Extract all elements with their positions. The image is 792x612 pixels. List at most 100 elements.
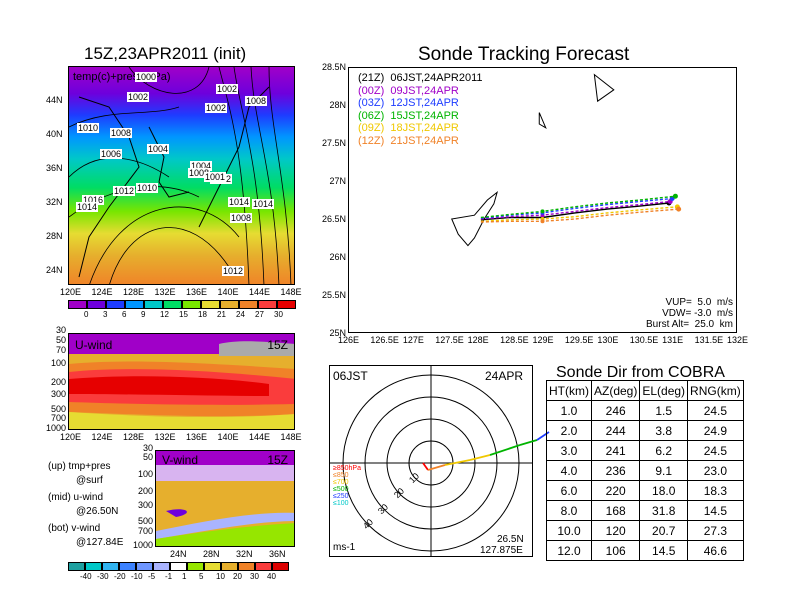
polar-time: 06JST: [333, 369, 368, 383]
map-colorbar-swatch: [220, 300, 239, 309]
v-wind-pressure-label: 1000: [132, 540, 153, 550]
polar-plot: [329, 365, 533, 557]
polar-legend-entry: ≤500: [333, 486, 349, 493]
table-cell: 3.8: [639, 420, 689, 441]
table-cell: 14.5: [639, 540, 689, 561]
map-colorbar-swatch: [144, 300, 163, 309]
isobar-label: 1006: [100, 149, 123, 159]
polar-legend-entry: ≤850: [333, 472, 349, 479]
isobar-label: 1016: [82, 195, 105, 205]
map-colorbar-swatch: [201, 300, 220, 309]
map-lon-label: 128E: [123, 287, 145, 297]
table-cell: 8.0: [546, 500, 592, 521]
u-wind-pressure-label: 700: [50, 413, 66, 423]
v-wind-pressure-label: 300: [137, 500, 153, 510]
table-row: 2.0 244 3.8 24.9: [546, 420, 744, 441]
map-lon-label: 132E: [154, 287, 176, 297]
tracking-param: Burst Alt= 25.0 km: [646, 319, 733, 330]
u-wind-pressure-label: 70: [55, 345, 66, 355]
v-wind-cross-section: V-wind 15Z: [155, 450, 295, 547]
tracking-legend-entry: (06Z) 15JST,24APR: [358, 109, 459, 122]
map-lon-label: 140E: [217, 287, 239, 297]
table-cell: 6.0: [546, 480, 592, 501]
u-wind-pressure-label: 1000: [45, 423, 66, 433]
map-lat-label: 24N: [46, 265, 63, 275]
u-wind-pressure-label: 30: [55, 325, 66, 335]
polar-legend-entry: ≤100: [333, 500, 349, 507]
map-colorbar-tick: 3: [103, 310, 108, 319]
isobar-label: 1008: [188, 168, 211, 178]
v-colorbar-tick: -1: [165, 572, 173, 581]
tracking-lat-label: 26.5N: [321, 214, 346, 224]
map-lon-label: 148E: [280, 287, 302, 297]
v-colorbar-swatch: [85, 562, 102, 571]
table-cell: 1.5: [639, 400, 689, 421]
tracking-legend-entry: (00Z) 09JST,24APR: [358, 84, 459, 97]
map-colorbar-swatch: [182, 300, 201, 309]
map-colorbar-tick: 15: [179, 310, 188, 319]
map-colorbar-swatch: [68, 300, 87, 309]
v-colorbar-swatch: [102, 562, 119, 571]
table-header-cell: HT(km): [546, 380, 592, 401]
v-wind-pressure-label: 500: [137, 516, 153, 526]
table-cell: 1.0: [546, 400, 592, 421]
v-wind-field: [156, 451, 294, 546]
polar-date: 24APR: [485, 369, 524, 383]
table-row: 3.0 241 6.2 24.5: [546, 440, 744, 461]
table-cell: 120: [590, 520, 641, 541]
isobar-label: 1004: [190, 161, 213, 171]
map-lat-label: 32N: [46, 197, 63, 207]
v-colorbar-tick: -10: [131, 572, 143, 581]
note-up-2: @surf: [76, 475, 103, 486]
v-colorbar-swatch: [204, 562, 221, 571]
tracking-legend-entry: (09Z) 18JST,24APR: [358, 122, 459, 134]
v-colorbar-swatch: [187, 562, 204, 571]
v-colorbar-swatch: [68, 562, 85, 571]
isobar-label: 1010: [77, 123, 100, 133]
u-wind-lon-label: 140E: [217, 432, 239, 442]
tracking-lat-label: 28N: [329, 100, 346, 110]
isobar-label: 1014: [228, 197, 251, 207]
isobar-label: 1002: [205, 103, 228, 113]
table-row: 10.0 120 20.7 27.3: [546, 520, 744, 541]
tracking-lat-label: 25N: [329, 328, 346, 338]
table-cell: 244: [590, 420, 641, 441]
tracking-lat-label: 26N: [329, 252, 346, 262]
u-wind-label: U-wind: [75, 338, 113, 352]
polar-site-lat: 26.5N: [497, 534, 524, 545]
u-wind-pressure-label: 50: [55, 335, 66, 345]
map-lat-label: 36N: [46, 163, 63, 173]
table-row: 1.0 246 1.5 24.5: [546, 400, 744, 421]
table-cell: 4.0: [546, 460, 592, 481]
sonde-direction-table: HT(km) AZ(deg) EL(deg) RNG(km) 1.0 246 1.5 24.5…: [546, 380, 744, 561]
polar-legend-entry: ≤700: [333, 479, 349, 486]
tracking-legend-entry: (21Z) 06JST,24APR2011: [358, 72, 483, 84]
tracking-legend-entry: (12Z) 21JST,24APR: [358, 134, 459, 147]
table-cell: 220: [590, 480, 641, 501]
isobar-label: 1008: [245, 96, 268, 106]
tracking-lat-label: 27N: [329, 176, 346, 186]
table-cell: 246: [590, 400, 641, 421]
v-colorbar-swatch: [119, 562, 136, 571]
polar-legend-entry: ≥850hPa: [333, 465, 361, 472]
table-cell: 24.5: [687, 440, 744, 461]
tracking-lon-label: 127E: [402, 335, 424, 345]
v-colorbar-swatch: [255, 562, 272, 571]
note-bot: (bot) v-wind: [48, 523, 101, 534]
map-colorbar-tick: 12: [160, 310, 169, 319]
table-cell: 27.3: [687, 520, 744, 541]
isobar-label: 1000: [135, 72, 158, 82]
u-wind-pressure-label: 500: [50, 404, 66, 414]
map-lon-label: 144E: [249, 287, 271, 297]
isobar-label: 1012: [222, 266, 245, 276]
tracking-title: Sonde Tracking Forecast: [418, 44, 630, 65]
table-cell: 20.7: [639, 520, 689, 541]
isobar-label: 1014: [252, 199, 275, 209]
tracking-lat-label: 27.5N: [321, 138, 346, 148]
u-wind-field: [69, 334, 294, 429]
v-colorbar-swatch: [272, 562, 289, 571]
tracking-lon-label: 126E: [338, 335, 360, 345]
map-colorbar-tick: 6: [122, 310, 127, 319]
table-header-cell: EL(deg): [639, 380, 689, 401]
v-wind-time: 15Z: [267, 453, 288, 467]
